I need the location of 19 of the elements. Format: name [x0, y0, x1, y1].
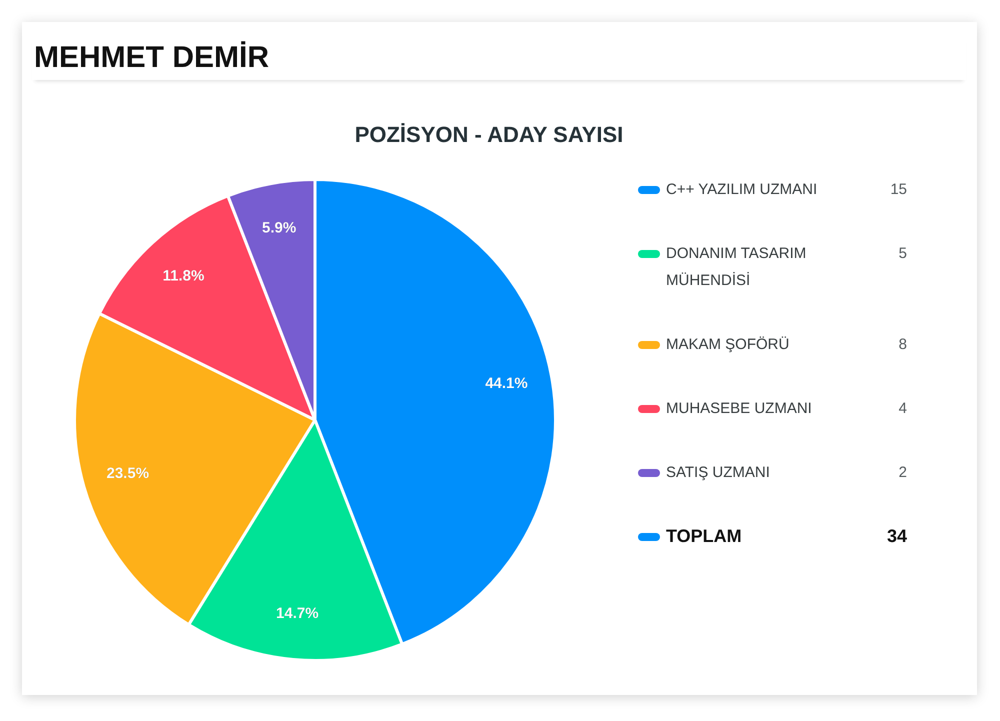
text: 2	[898, 464, 907, 481]
text: 4	[898, 400, 907, 417]
chart-title: MEHMET DEMİR	[32, 35, 966, 80]
text: 5	[898, 245, 907, 262]
data-label: 23.5%	[106, 464, 150, 482]
legend-label: DONANIM TASARIM MÜHENDİSİ	[666, 244, 808, 291]
data-label: 5.9%	[262, 220, 296, 237]
data-label: 14.7%	[276, 605, 319, 622]
legend-label: C++ YAZILIM UZMANI	[666, 180, 818, 200]
data-label: 44.1%	[485, 375, 528, 392]
data-label: 11.8%	[162, 267, 204, 284]
legend-label: SATIŞ UZMANI	[666, 463, 771, 483]
legend-label: MUHASEBE UZMANI	[666, 399, 813, 419]
legend-label: MAKAM ŞOFÖRÜ	[666, 335, 790, 355]
text: 34	[886, 526, 907, 546]
chart-subtitle: POZİSYON - ADAY SAYISI	[354, 122, 624, 148]
text: 15	[890, 181, 907, 198]
text: TOPLAM	[666, 525, 743, 548]
text: 8	[898, 336, 907, 353]
